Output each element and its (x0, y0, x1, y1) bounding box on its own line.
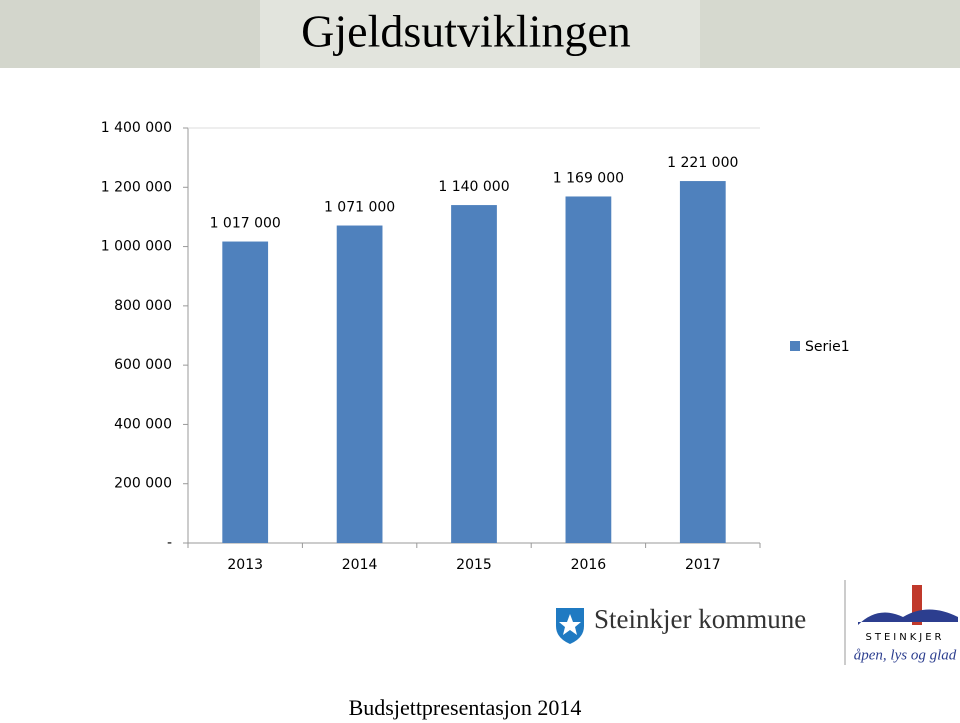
value-label: 1 221 000 (667, 155, 738, 171)
x-tick-label: 2017 (685, 557, 721, 573)
legend-swatch (790, 341, 800, 351)
bar (451, 205, 497, 544)
logo-skyline (858, 609, 958, 625)
y-tick-label: 1 000 000 (101, 239, 172, 255)
x-tick-label: 2016 (571, 557, 607, 573)
header-texture (700, 0, 960, 68)
y-tick-label: 800 000 (114, 298, 172, 314)
logo-town: STEINKJER (866, 632, 945, 643)
bar (336, 225, 383, 543)
logo-name: Steinkjer kommune (594, 604, 806, 634)
value-label: 1 169 000 (553, 170, 624, 186)
legend-label: Serie1 (805, 339, 850, 355)
x-tick-label: 2013 (227, 557, 263, 573)
value-label: 1 017 000 (210, 216, 281, 232)
bar (222, 241, 269, 543)
footer: Budsjettpresentasjon 2014 (349, 695, 582, 720)
logo-star (559, 614, 581, 635)
y-tick-label: 1 400 000 (101, 120, 172, 136)
bar (565, 196, 612, 543)
logo-slogan: åpen, lys og glad (854, 647, 957, 663)
y-tick-label: 400 000 (114, 416, 172, 432)
value-label: 1 140 000 (438, 179, 509, 195)
x-tick-label: 2015 (456, 557, 492, 573)
header-texture (0, 0, 260, 68)
x-tick-label: 2014 (342, 557, 378, 573)
logo: Steinkjer kommune STEINKJER åpen, lys og… (556, 580, 958, 665)
chart-title: Gjeldsutviklingen (301, 6, 631, 57)
y-tick-label: 200 000 (114, 476, 172, 492)
y-tick-label: - (167, 535, 172, 551)
y-tick-label: 1 200 000 (101, 179, 172, 195)
y-tick-label: 600 000 (114, 357, 172, 373)
logo-tower (912, 585, 922, 625)
value-label: 1 071 000 (324, 200, 395, 216)
bar (679, 181, 726, 543)
